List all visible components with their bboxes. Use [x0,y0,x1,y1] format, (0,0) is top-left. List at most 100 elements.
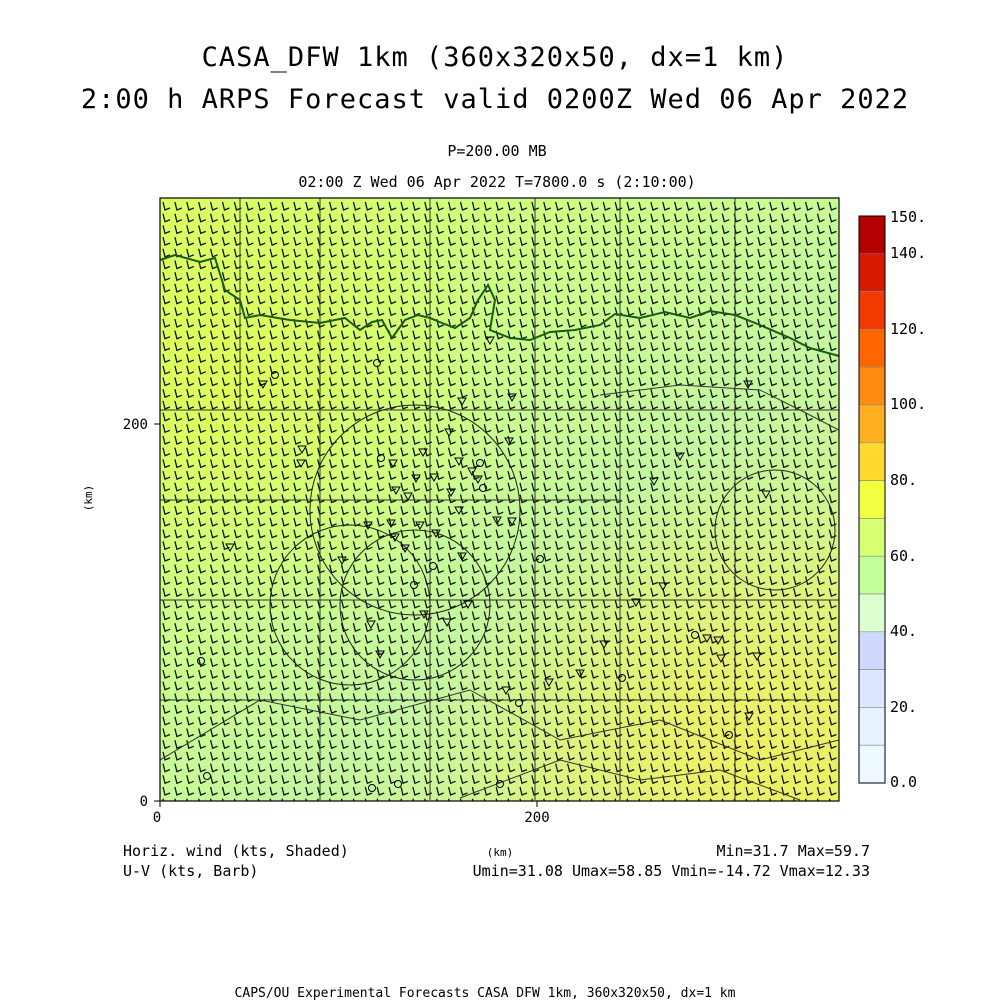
wind-barb [352,576,361,586]
wind-barb [221,225,230,235]
wind-barb [186,775,195,785]
wind-barb [531,260,540,270]
wind-barb [793,646,801,656]
wind-barb [174,681,183,691]
wind-barb [626,470,635,480]
wind-barb [459,786,468,796]
wind-barb [483,470,492,480]
wind-barb [531,634,540,644]
wind-barb [376,716,385,726]
wind-barb [757,775,766,785]
wind-barb [745,447,754,457]
wind-barb [269,482,278,492]
wind-barb [233,506,242,516]
wind-barb [293,716,302,726]
wind-barb [709,775,718,785]
wind-barb [590,716,599,726]
wind-barb [566,716,575,726]
wind-barb [400,623,409,633]
wind-barb [257,728,266,738]
wind-barb [602,494,611,504]
wind-barb [626,751,635,761]
wind-barb [471,353,480,363]
wind-barb [257,494,266,504]
wind-barb [293,225,302,235]
wind-barb [757,260,766,270]
wind-barb [757,447,766,457]
wind-barb [709,587,718,597]
wind-barb [638,318,647,328]
wind-barb [209,669,218,679]
wind-barb [638,646,647,656]
wind-barb [555,669,563,679]
wind-barb [781,318,790,328]
wind-barb [662,634,671,644]
wind-barb [685,470,694,480]
wind-barb [578,470,587,480]
wind-barbs [162,201,837,801]
wind-barb [436,669,444,679]
wind-barb [602,412,611,422]
wind-barb [566,669,575,679]
wind-barb [412,248,421,258]
wind-barb [340,482,349,492]
wind-barb [757,786,766,796]
wind-barb [638,248,647,258]
wind-barb [519,470,528,480]
wind-barb [769,786,778,796]
wind-barb [471,658,480,668]
wind-barb [578,623,587,633]
wind-barb [578,751,587,761]
wind-barb [602,342,611,352]
wind-barb [257,763,266,773]
wind-barb [269,576,278,586]
wind-barb [531,775,540,785]
wind-barb [543,342,552,352]
wind-barb [412,482,421,492]
wind-barb [626,646,635,656]
wind-barb [328,599,337,609]
wind-barb [459,342,468,352]
wind-barb [555,470,563,480]
wind-barb [674,681,682,691]
wind-barb [662,213,671,223]
wind-barb [186,646,195,656]
wind-barb [388,552,397,562]
wind-barb [602,365,611,375]
wind-barb [697,213,706,223]
wind-barb [447,751,456,761]
wind-barb [816,248,825,258]
wind-barb [471,482,480,492]
wind-barb [471,728,480,738]
wind-barb [400,318,409,328]
wind-barb [638,260,647,270]
wind-barb [543,377,552,387]
wind-barb [816,225,825,235]
wind-barb [400,482,409,492]
wind-barb [697,260,706,270]
wind-barb [293,201,302,211]
wind-barb [674,353,682,363]
wind-barb [531,459,540,469]
wind-barb [221,634,230,644]
wind-barb [519,412,528,422]
wind-barb [209,576,218,586]
wind-barb [269,529,278,539]
wind-barb [566,751,575,761]
wind-barb [328,236,337,246]
wind-barb [412,353,421,363]
wind-barb [697,529,706,539]
wind-barb [293,541,302,551]
wind-barb [590,704,599,714]
wind-barb [602,775,611,785]
wind-barb [757,470,766,480]
wind-barb [174,716,183,726]
wind-barb [328,506,337,516]
wind-barb [602,506,611,516]
wind-barb [638,272,647,282]
wind-barb [614,482,623,492]
wind-barb [578,552,587,562]
wind-barb [352,365,361,375]
wind-barb [471,318,480,328]
wind-barb [614,646,623,656]
